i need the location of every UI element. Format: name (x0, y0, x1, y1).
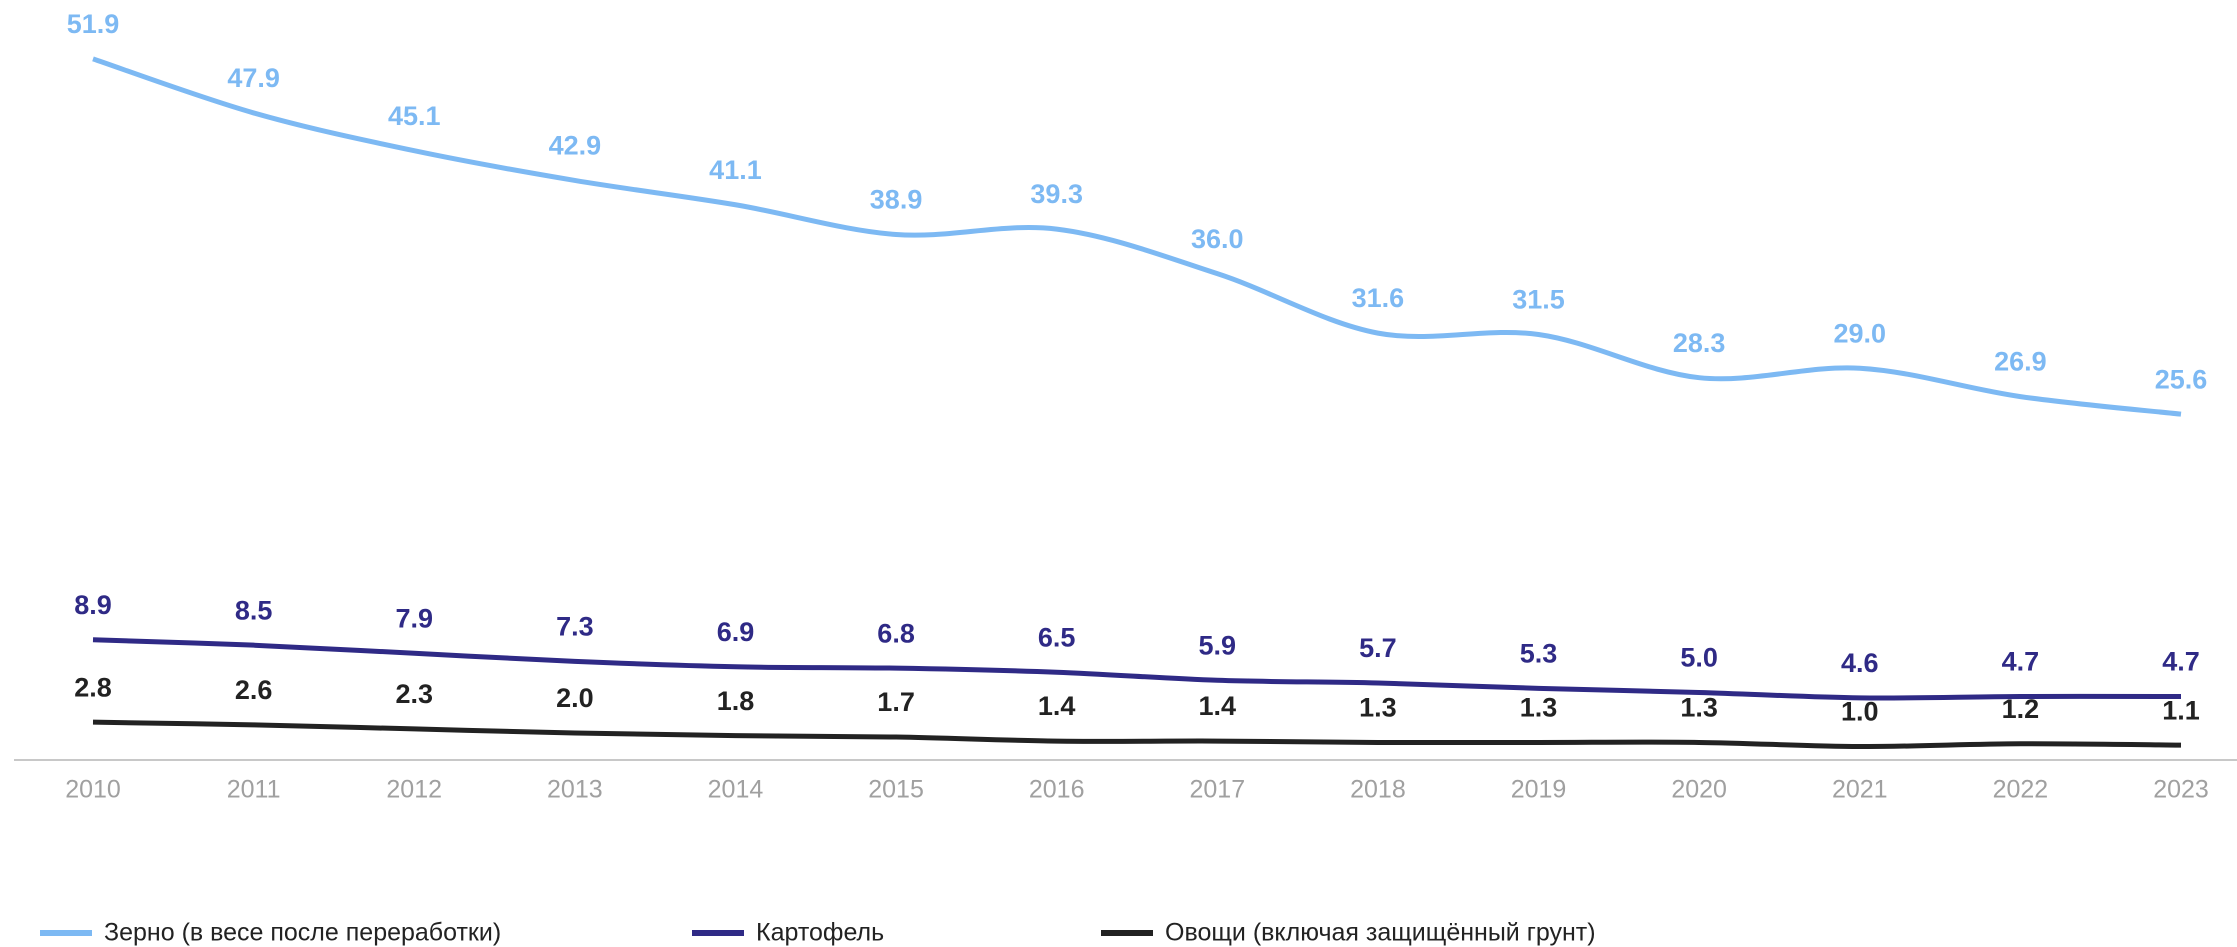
x-tick-label: 2015 (868, 776, 924, 804)
x-tick-label: 2010 (65, 776, 121, 804)
data-label: 1.7 (877, 687, 915, 717)
data-label: 31.6 (1352, 283, 1405, 313)
x-tick-label: 2021 (1832, 776, 1888, 804)
data-label: 5.0 (1680, 643, 1718, 673)
data-label: 42.9 (549, 131, 602, 161)
data-label: 6.9 (717, 617, 755, 647)
data-label: 38.9 (870, 185, 923, 215)
data-label: 1.4 (1199, 691, 1237, 721)
data-label: 2.8 (74, 672, 112, 702)
data-label: 1.8 (717, 686, 755, 716)
data-label: 8.5 (235, 595, 273, 625)
x-tick-label: 2019 (1511, 776, 1567, 804)
legend-label: Овощи (включая защищённый грунт) (1165, 919, 1596, 947)
data-label: 36.0 (1191, 224, 1244, 254)
data-label: 28.3 (1673, 328, 1726, 358)
data-label: 2.6 (235, 675, 273, 705)
data-label: 8.9 (74, 590, 112, 620)
data-label: 41.1 (709, 155, 762, 185)
data-label: 5.3 (1520, 639, 1558, 669)
data-label: 45.1 (388, 101, 441, 131)
series-line (92, 719, 2182, 749)
data-label: 1.3 (1359, 693, 1397, 723)
data-label: 2.3 (395, 679, 433, 709)
data-label: 31.5 (1512, 285, 1565, 315)
x-tick-label: 2018 (1350, 776, 1406, 804)
data-label: 5.7 (1359, 633, 1397, 663)
data-label: 1.0 (1841, 697, 1879, 727)
data-label: 1.2 (2002, 694, 2040, 724)
x-tick-label: 2012 (386, 776, 442, 804)
data-label: 6.8 (877, 618, 915, 648)
data-label: 2.0 (556, 683, 594, 713)
data-label: 47.9 (227, 63, 280, 93)
series-line (92, 56, 2182, 417)
x-tick-label: 2017 (1189, 776, 1245, 804)
data-label: 29.0 (1833, 318, 1886, 348)
data-label: 39.3 (1030, 179, 1083, 209)
series-line (92, 637, 2182, 701)
x-tick-label: 2013 (547, 776, 603, 804)
data-label: 4.6 (1841, 648, 1879, 678)
data-label: 4.7 (2162, 647, 2200, 677)
x-tick-label: 2014 (708, 776, 764, 804)
x-tick-label: 2011 (227, 776, 281, 804)
data-label: 6.5 (1038, 622, 1076, 652)
x-tick-label: 2023 (2153, 776, 2209, 804)
data-label: 7.3 (556, 612, 594, 642)
data-label: 7.9 (395, 603, 433, 633)
legend-label: Зерно (в весе после переработки) (104, 919, 501, 947)
data-label: 1.3 (1520, 693, 1558, 723)
data-label: 26.9 (1994, 347, 2047, 377)
data-label: 51.9 (67, 9, 120, 39)
data-label: 25.6 (2155, 364, 2208, 394)
data-label: 1.3 (1680, 693, 1718, 723)
data-label: 1.4 (1038, 691, 1076, 721)
x-tick-label: 2022 (1993, 776, 2049, 804)
x-tick-label: 2020 (1671, 776, 1727, 804)
legend-label: Картофель (756, 919, 884, 947)
x-tick-label: 2016 (1029, 776, 1085, 804)
data-label: 4.7 (2002, 647, 2040, 677)
data-label: 5.9 (1199, 630, 1237, 660)
data-label: 1.1 (2162, 695, 2200, 725)
